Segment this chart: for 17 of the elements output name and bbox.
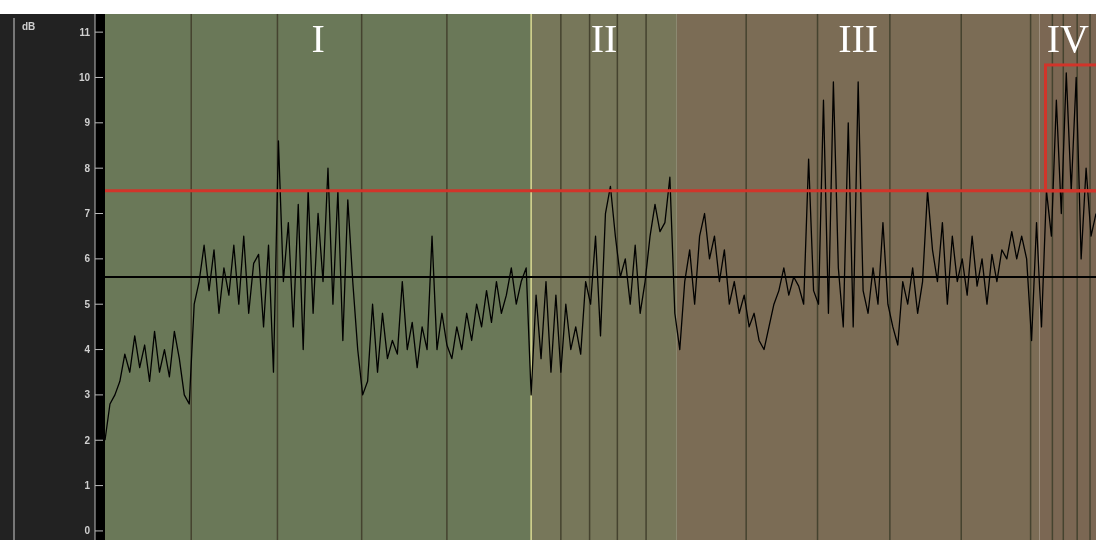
y-tick-label: 1 xyxy=(84,480,91,492)
annotation: IV xyxy=(1046,16,1089,61)
y-axis-title: dB xyxy=(22,21,36,32)
y-tick-label: 8 xyxy=(84,162,91,174)
y-tick-label: 9 xyxy=(84,117,91,129)
y-tick-label: 11 xyxy=(79,26,91,38)
annotation: I xyxy=(311,16,325,61)
y-tick-label: 7 xyxy=(84,208,91,220)
annotation: II xyxy=(590,16,618,61)
y-tick-label: 2 xyxy=(84,434,91,446)
y-tick-label: 6 xyxy=(84,253,91,265)
y-tick-label: 10 xyxy=(78,71,91,83)
y-tick-label: 3 xyxy=(84,389,91,401)
y-tick-label: 4 xyxy=(84,344,91,356)
annotation: III xyxy=(838,16,879,61)
y-tick-label: 0 xyxy=(84,525,91,537)
y-tick-label: 5 xyxy=(84,298,91,310)
